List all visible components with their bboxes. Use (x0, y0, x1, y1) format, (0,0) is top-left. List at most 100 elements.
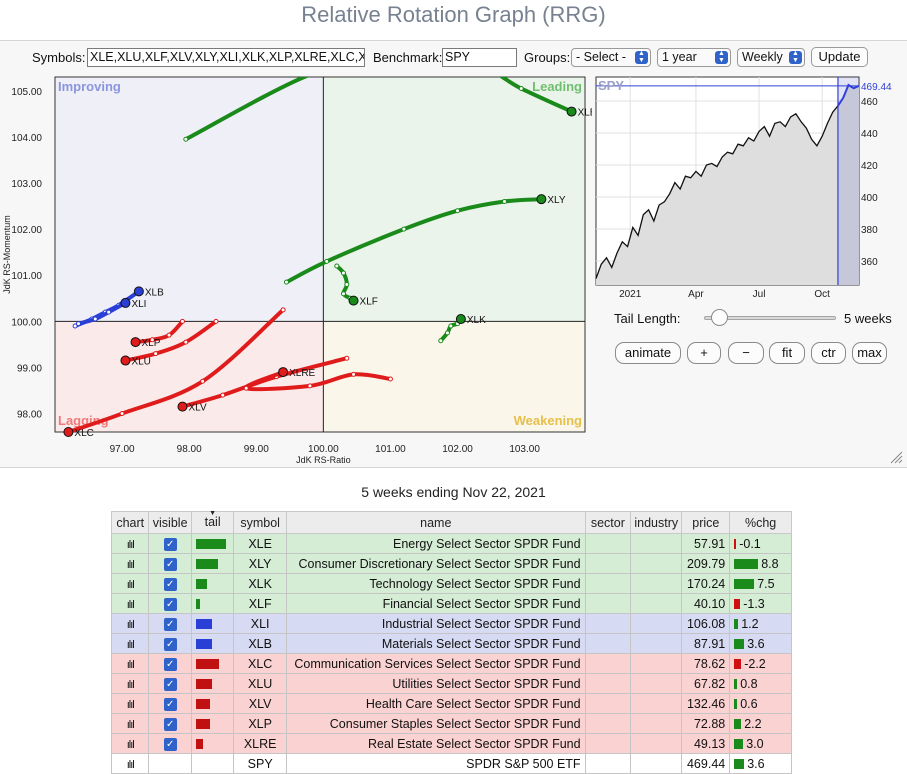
candlestick-chart-icon[interactable]: ılıl (126, 678, 135, 691)
head-xlk[interactable] (455, 314, 466, 325)
candlestick-chart-icon[interactable]: ılıl (126, 558, 135, 571)
center-button[interactable]: ctr (811, 342, 846, 364)
column-header-sector[interactable]: sector (584, 511, 632, 534)
groups-select[interactable]: - Select - ▲ ▼ (571, 48, 651, 67)
visible-checkbox[interactable]: ✓ (163, 717, 177, 731)
candlestick-chart-icon[interactable]: ılıl (126, 718, 135, 731)
head-xlv[interactable] (177, 401, 188, 412)
head-xlp[interactable] (130, 337, 141, 348)
head-xle[interactable] (566, 106, 577, 117)
y-tick-label: 105.00 (11, 87, 42, 98)
candlestick-chart-icon[interactable]: ılıl (126, 738, 135, 751)
visible-checkbox[interactable]: ✓ (163, 657, 177, 671)
visible-checkbox[interactable]: ✓ (163, 537, 177, 551)
label-xlb: XLB (145, 287, 164, 298)
candlestick-chart-icon[interactable]: ılıl (126, 698, 135, 711)
table-row[interactable]: ılıl ✓ XLC Communication Services Select Se… (110, 653, 792, 674)
column-header-name[interactable]: name (285, 511, 586, 534)
table-row[interactable]: ılıl SPY SPDR S&P 500 ETF 469.44 3.6 (110, 753, 792, 774)
table-row[interactable]: ılıl ✓ XLE Energy Select Sector SPDR Fund 57… (110, 533, 792, 554)
column-header-chg[interactable]: %chg (729, 511, 792, 534)
tail-length-thumb[interactable] (710, 309, 728, 326)
candlestick-chart-icon[interactable]: ılıl (126, 618, 135, 631)
visible-checkbox[interactable]: ✓ (163, 677, 177, 691)
zoom-in-button[interactable]: + (687, 342, 721, 364)
tail-point (92, 316, 98, 322)
sector-cell (584, 593, 632, 614)
candlestick-chart-icon[interactable]: ılıl (126, 578, 135, 591)
head-xly[interactable] (536, 194, 547, 205)
head-xlu[interactable] (120, 355, 131, 366)
resize-grip-icon[interactable] (889, 450, 903, 464)
table-row[interactable]: ılıl ✓ XLU Utilities Select Sector SPDR Fun… (110, 673, 792, 694)
tail-point (308, 77, 311, 78)
column-header-price[interactable]: price (681, 511, 731, 534)
head-xlf[interactable] (348, 295, 359, 306)
column-header-chart[interactable]: chart (110, 511, 150, 534)
table-row[interactable]: ılıl ✓ XLV Health Care Select Sector SPDR F… (110, 693, 792, 714)
table-row[interactable]: ılıl ✓ XLB Materials Select Sector SPDR Fun… (110, 633, 792, 654)
visible-checkbox[interactable]: ✓ (163, 617, 177, 631)
table-row[interactable]: ılıl ✓ XLRE Real Estate Select Sector SPDR … (110, 733, 792, 754)
frequency-select[interactable]: Weekly ▲ ▼ (737, 48, 805, 67)
price-cell: 469.44 (681, 753, 731, 774)
symbol-cell: XLF (233, 593, 287, 614)
tail-length-bar (195, 579, 207, 590)
change-value: 1.2 (741, 616, 759, 631)
visible-checkbox[interactable]: ✓ (163, 577, 177, 591)
visible-checkbox[interactable]: ✓ (163, 697, 177, 711)
tail-length-track[interactable] (704, 316, 836, 320)
tail-point (166, 332, 172, 338)
table-row[interactable]: ılıl ✓ XLF Financial Select Sector SPDR Fun… (110, 593, 792, 614)
table-row[interactable]: ılıl ✓ XLK Technology Select Sector SPDR Fu… (110, 573, 792, 594)
candlestick-chart-icon[interactable]: ılıl (126, 538, 135, 551)
column-header-industry[interactable]: industry (630, 511, 683, 534)
name-cell: Consumer Staples Select Sector SPDR Fund (285, 713, 586, 734)
y-tick-label: 98.00 (17, 410, 42, 421)
max-button[interactable]: max (852, 342, 887, 364)
price-cell: 209.79 (681, 553, 731, 574)
candlestick-chart-icon[interactable]: ılıl (126, 598, 135, 611)
benchmark-input[interactable]: SPY (442, 48, 517, 67)
animate-button[interactable]: animate (615, 342, 681, 364)
industry-cell (630, 613, 683, 634)
visible-checkbox[interactable]: ✓ (163, 597, 177, 611)
visible-checkbox[interactable]: ✓ (163, 637, 177, 651)
tail-xlu (123, 319, 219, 363)
tail-length-bar (195, 719, 210, 730)
table-row[interactable]: ılıl ✓ XLY Consumer Discretionary Select Se… (110, 553, 792, 574)
change-bar (734, 559, 759, 570)
update-button[interactable]: Update (811, 47, 868, 67)
spy-chart-title: SPY (598, 78, 624, 93)
visible-checkbox[interactable]: ✓ (163, 557, 177, 571)
name-cell: Industrial Select Sector SPDR Fund (285, 613, 586, 634)
candlestick-chart-icon[interactable]: ılıl (126, 758, 135, 771)
zoom-out-button[interactable]: − (728, 342, 764, 364)
tail-point (324, 258, 330, 264)
column-header-tail[interactable]: ▼ tail (190, 510, 235, 534)
fit-button[interactable]: fit (769, 342, 805, 364)
table-row[interactable]: ılıl ✓ XLP Consumer Staples Select Sector S… (110, 713, 792, 734)
head-xlc[interactable] (63, 427, 74, 437)
symbols-input[interactable]: XLE,XLU,XLF,XLV,XLY,XLI,XLK,XLP,XLRE,XLC… (87, 48, 365, 67)
symbol-cell: SPY (233, 753, 287, 774)
column-header-symbol[interactable]: symbol (233, 511, 287, 534)
head-xli[interactable] (120, 297, 131, 308)
candlestick-chart-icon[interactable]: ılıl (126, 658, 135, 671)
period-select[interactable]: 1 year ▲ ▼ (657, 48, 731, 67)
label-xle: XLE (578, 108, 592, 119)
change-value: 7.5 (757, 576, 775, 591)
table-row[interactable]: ılıl ✓ XLI Industrial Select Sector SPDR Fu… (110, 613, 792, 634)
industry-cell (630, 693, 683, 714)
label-xly: XLY (547, 195, 565, 206)
candlestick-chart-icon[interactable]: ılıl (126, 638, 135, 651)
column-header-visible[interactable]: visible (148, 511, 192, 534)
tail-length-value: 5 weeks (844, 311, 892, 326)
y-tick-label: 102.00 (11, 225, 42, 236)
tail-length-bar (195, 559, 218, 570)
change-value: 0.8 (740, 676, 758, 691)
head-xlb[interactable] (133, 286, 144, 297)
change-value: 0.6 (740, 696, 758, 711)
head-xlre[interactable] (278, 367, 289, 378)
visible-checkbox[interactable]: ✓ (163, 737, 177, 751)
